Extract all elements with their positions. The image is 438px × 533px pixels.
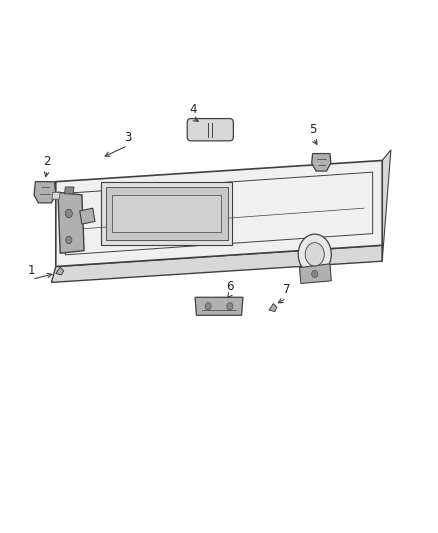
Polygon shape	[382, 150, 391, 261]
Text: 4: 4	[189, 103, 197, 116]
Polygon shape	[300, 264, 331, 284]
Polygon shape	[56, 160, 382, 266]
Circle shape	[312, 270, 318, 278]
FancyBboxPatch shape	[187, 118, 233, 141]
Polygon shape	[113, 195, 221, 232]
Polygon shape	[80, 208, 95, 224]
Circle shape	[305, 243, 324, 266]
Text: 3: 3	[124, 131, 131, 143]
Text: 6: 6	[226, 280, 233, 293]
Circle shape	[205, 303, 211, 310]
Circle shape	[227, 303, 233, 310]
Polygon shape	[52, 192, 60, 199]
Circle shape	[298, 234, 331, 274]
Polygon shape	[51, 245, 382, 282]
Polygon shape	[269, 304, 277, 312]
Text: 7: 7	[283, 284, 290, 296]
Polygon shape	[102, 182, 232, 245]
Polygon shape	[58, 192, 84, 253]
Polygon shape	[106, 187, 228, 240]
Polygon shape	[312, 154, 331, 171]
Polygon shape	[195, 297, 243, 316]
Text: 2: 2	[43, 155, 51, 168]
Circle shape	[66, 236, 72, 244]
Polygon shape	[64, 187, 74, 194]
Text: 1: 1	[28, 264, 35, 277]
Polygon shape	[56, 267, 64, 275]
Text: 5: 5	[309, 123, 317, 136]
Polygon shape	[34, 182, 56, 203]
Circle shape	[65, 209, 72, 217]
